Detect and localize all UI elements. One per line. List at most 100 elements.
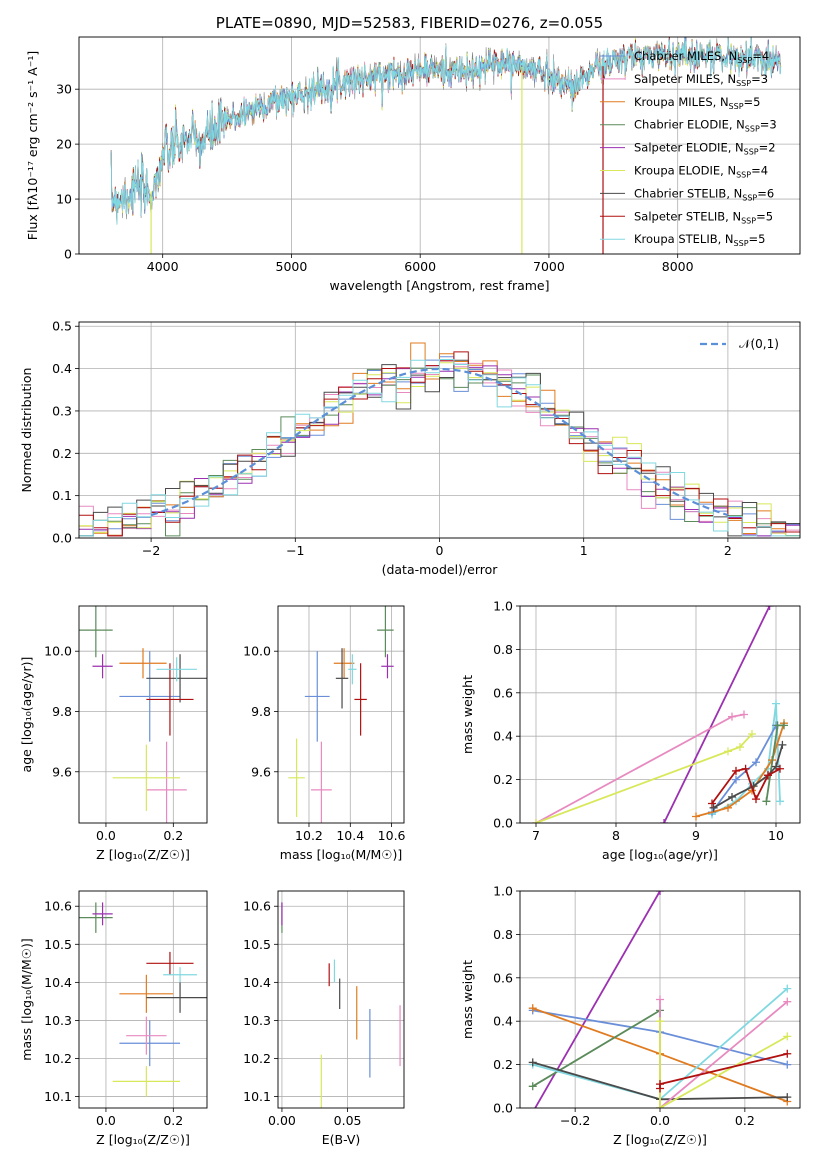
tick-label-y: 0.0 bbox=[52, 531, 72, 546]
tick-label-x: 0 bbox=[436, 543, 444, 558]
weight-marker bbox=[660, 819, 668, 823]
panel-mass_vs_EBV: 0.00 0.05 10.1 10.2 10.3 10.4 10.5 10.6 E(B-V) bbox=[243, 890, 405, 1147]
weight-marker bbox=[732, 775, 740, 784]
legend-entry: 𝒩(0,1) bbox=[739, 337, 779, 351]
spectrum-legend: Chabrier MILES, NSSP=4 Salpeter MILES, NS… bbox=[600, 49, 777, 248]
axes-frame bbox=[519, 605, 801, 824]
legend-entry: Kroupa MILES, NSSP=5 bbox=[634, 95, 760, 111]
tick-label-y: 10.1 bbox=[243, 1089, 271, 1104]
tick-label-y: 10.3 bbox=[243, 1013, 271, 1028]
tick-label-x: 0.00 bbox=[268, 1113, 296, 1128]
legend-entry: Salpeter STELIB, NSSP=5 bbox=[634, 209, 773, 225]
weight-marker bbox=[765, 606, 774, 610]
tick-label-y: 0.3 bbox=[52, 403, 72, 418]
panel-spectrum: 4000 5000 6000 7000 8000 0 10 20 30 wavelength [A… bbox=[25, 36, 801, 293]
tick-label-x: 0.2 bbox=[735, 1113, 755, 1128]
tick-label-x: 8 bbox=[612, 828, 620, 843]
tick-label-y: 0.2 bbox=[52, 446, 72, 461]
weight-marker bbox=[656, 1017, 664, 1026]
weight-marker bbox=[752, 758, 760, 767]
weight-line bbox=[711, 703, 781, 816]
axes-frame bbox=[277, 890, 405, 1109]
tick-label-x: 4000 bbox=[147, 259, 179, 274]
tick-label-y: 9.6 bbox=[251, 764, 271, 779]
x-axis-label: Z [log₁₀(Z/Z☉)] bbox=[96, 847, 190, 862]
axes-frame bbox=[78, 36, 801, 255]
legend-entry: Chabrier STELIB, NSSP=6 bbox=[634, 186, 774, 202]
weight-marker bbox=[776, 764, 784, 773]
weight-marker bbox=[783, 1049, 792, 1058]
weight-marker bbox=[692, 812, 700, 821]
tick-label-x: 1 bbox=[580, 543, 588, 558]
weight-marker bbox=[783, 1060, 792, 1069]
tick-label-y: 10.3 bbox=[44, 1013, 72, 1028]
weight-marker bbox=[656, 995, 664, 1004]
tick-label-y: 10.4 bbox=[44, 975, 72, 990]
weight-marker bbox=[752, 795, 760, 804]
tick-label-x: 10.6 bbox=[378, 828, 406, 843]
tick-label-x: 9 bbox=[692, 828, 700, 843]
weight-marker bbox=[656, 891, 664, 895]
tick-label-y: 10.5 bbox=[243, 937, 271, 952]
weight-line bbox=[659, 999, 788, 1108]
weight-marker bbox=[708, 799, 716, 808]
tick-label-x: 0.2 bbox=[163, 1113, 183, 1128]
tick-label-y: 0.1 bbox=[52, 488, 72, 503]
tick-label-y: 0.8 bbox=[493, 927, 513, 942]
weight-marker bbox=[709, 803, 718, 812]
weight-line bbox=[711, 767, 781, 805]
weight-line bbox=[713, 744, 784, 809]
tick-label-y: 0.5 bbox=[52, 319, 72, 334]
tick-label-y: 9.6 bbox=[52, 764, 72, 779]
y-axis-label: mass weight bbox=[460, 960, 475, 1039]
x-axis-label: (data-model)/error bbox=[382, 562, 499, 577]
histogram-series bbox=[79, 359, 800, 537]
weight-marker bbox=[532, 819, 540, 823]
tick-label-y: 10.6 bbox=[243, 899, 271, 914]
panel-weight_vs_age: 7 8 9 10 0.0 0.2 0.4 0.6 0.8 1.0 age [log₁₀(age/yr… bbox=[460, 599, 801, 862]
tick-label-x: 0.0 bbox=[96, 828, 116, 843]
weight-marker bbox=[778, 740, 787, 749]
tick-label-x: −0.2 bbox=[560, 1113, 590, 1128]
plot-area bbox=[532, 606, 788, 823]
tick-label-y: 9.8 bbox=[52, 704, 72, 719]
tick-label-x: 7000 bbox=[533, 259, 565, 274]
legend-entry: Kroupa ELODIE, NSSP=4 bbox=[634, 164, 768, 180]
panel-mass_vs_Z: 0.0 0.2 10.1 10.2 10.3 10.4 10.5 10.6 Z [log₁₀(Z… bbox=[19, 890, 208, 1147]
weight-marker bbox=[783, 1032, 792, 1041]
tick-label-y: 30 bbox=[56, 82, 72, 97]
tick-label-x: 6000 bbox=[404, 259, 436, 274]
weight-marker bbox=[780, 721, 788, 730]
axes-frame bbox=[78, 890, 208, 1109]
tick-label-x: 10.2 bbox=[295, 828, 323, 843]
tick-label-x: 0.2 bbox=[163, 828, 183, 843]
axes-frame bbox=[78, 605, 208, 824]
x-axis-label: Z [log₁₀(Z/Z☉)] bbox=[613, 1132, 707, 1147]
tick-label-y: 0.2 bbox=[493, 772, 513, 787]
tick-label-x: 0.0 bbox=[96, 1113, 116, 1128]
panel-residual_histogram: −2 −1 0 1 2 0.0 0.1 0.2 0.3 0.4 0.5 (data-model)/er… bbox=[19, 319, 801, 577]
legend-entry: Kroupa STELIB, NSSP=5 bbox=[634, 232, 765, 248]
tick-label-y: 0.4 bbox=[52, 361, 72, 376]
panel-age_vs_mass: 10.2 10.4 10.6 9.6 9.8 10.0 mass [log₁₀(M/M☉)] bbox=[243, 605, 406, 862]
tick-label-x: 5000 bbox=[276, 259, 308, 274]
tick-label-y: 10.6 bbox=[44, 899, 72, 914]
tick-label-y: 9.8 bbox=[251, 704, 271, 719]
tick-label-x: 10.4 bbox=[336, 828, 364, 843]
tick-label-y: 10.2 bbox=[44, 1051, 72, 1066]
axes-frame bbox=[277, 605, 405, 824]
tick-label-y: 10.5 bbox=[44, 937, 72, 952]
histogram-series bbox=[79, 359, 800, 537]
axes-frame bbox=[78, 321, 801, 539]
weight-marker bbox=[783, 997, 792, 1006]
weight-marker bbox=[728, 712, 736, 721]
legend-entry: Chabrier ELODIE, NSSP=3 bbox=[634, 118, 777, 134]
weight-marker bbox=[764, 771, 772, 780]
tick-label-y: 10.0 bbox=[243, 644, 271, 659]
x-axis-label: wavelength [Angstrom, rest frame] bbox=[329, 278, 549, 293]
weight-marker bbox=[529, 1108, 537, 1116]
x-axis-label: age [log₁₀(age/yr)] bbox=[602, 847, 718, 862]
weight-line bbox=[659, 1021, 788, 1108]
spectrum-model-line bbox=[110, 37, 782, 225]
plot-area bbox=[288, 606, 394, 823]
